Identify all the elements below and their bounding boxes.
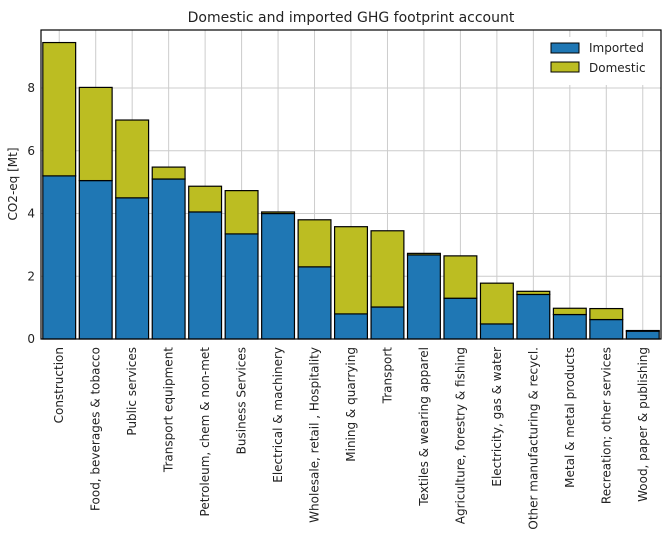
x-tick-label: Other manufacturing & recycl. bbox=[526, 347, 540, 530]
x-tick-label: Transport equipment bbox=[162, 347, 176, 473]
x-tick-label: Electrical & machinery bbox=[271, 347, 285, 483]
bar-imported bbox=[188, 211, 223, 340]
y-axis-ticks: 0 2 4 6 8 bbox=[27, 81, 35, 346]
legend-swatch-domestic bbox=[550, 61, 580, 73]
bar-imported bbox=[443, 297, 478, 340]
bar-domestic bbox=[297, 219, 332, 268]
bar-imported bbox=[589, 318, 624, 340]
x-tick-label: Metal & metal products bbox=[563, 347, 577, 488]
bar-imported bbox=[78, 179, 113, 340]
bar-domestic bbox=[78, 86, 113, 182]
bar-imported bbox=[333, 313, 369, 340]
y-tick-label: 6 bbox=[27, 144, 35, 158]
x-tick-label: Electricity, gas & water bbox=[490, 347, 504, 487]
x-tick-label: Transport bbox=[380, 347, 394, 405]
bar-domestic bbox=[115, 119, 150, 199]
x-tick-label: Business Services bbox=[235, 347, 249, 454]
x-tick-label: Wholesale, retail , Hospitality bbox=[308, 347, 322, 523]
bar-domestic bbox=[479, 282, 514, 325]
x-tick-label: Public services bbox=[125, 347, 139, 436]
bar-domestic bbox=[516, 290, 551, 296]
y-tick-label: 2 bbox=[27, 269, 35, 283]
y-tick-label: 0 bbox=[27, 332, 35, 346]
bar-imported bbox=[151, 178, 186, 340]
bar-imported bbox=[552, 313, 587, 340]
bar-domestic bbox=[188, 185, 223, 213]
y-tick-label: 4 bbox=[27, 207, 35, 221]
x-tick-label: Wood, paper & publishing bbox=[636, 347, 650, 502]
legend-label-imported: Imported bbox=[589, 41, 644, 55]
x-tick-label: Food, beverages & tobacco bbox=[89, 347, 103, 511]
bar-imported bbox=[224, 233, 259, 340]
bar-imported bbox=[115, 197, 150, 340]
y-tick-label: 8 bbox=[27, 81, 35, 95]
legend-label-domestic: Domestic bbox=[589, 61, 646, 75]
bar-domestic bbox=[625, 329, 660, 332]
y-axis-label: CO2-eq [Mt] bbox=[6, 147, 20, 220]
bar-domestic bbox=[406, 252, 441, 256]
bar-imported bbox=[370, 306, 405, 340]
legend-swatch-imported bbox=[550, 42, 580, 54]
bar-imported bbox=[42, 175, 77, 340]
legend: Imported Domestic bbox=[534, 37, 652, 85]
x-tick-label: Recreation; other services bbox=[599, 347, 613, 504]
bar-domestic bbox=[552, 307, 587, 316]
bar-domestic bbox=[370, 230, 405, 308]
bar-imported bbox=[516, 293, 551, 340]
bar-domestic bbox=[42, 41, 77, 177]
plot-frame bbox=[40, 29, 662, 340]
bar-domestic bbox=[589, 307, 624, 321]
bar-imported bbox=[479, 323, 514, 340]
bar-imported bbox=[261, 212, 296, 340]
bar-domestic bbox=[443, 255, 478, 299]
bar-domestic bbox=[333, 226, 369, 315]
bar-imported bbox=[406, 254, 441, 340]
bar-domestic bbox=[261, 211, 296, 215]
chart-title: Domestic and imported GHG footprint acco… bbox=[188, 10, 515, 26]
x-tick-label: Petroleum, chem & non-met bbox=[198, 347, 212, 517]
bar-domestic bbox=[224, 190, 259, 235]
x-axis-ticks: Construction Food, beverages & tobacco Pub… bbox=[52, 347, 650, 530]
bar-domestic bbox=[151, 166, 186, 180]
x-tick-label: Mining & quarrying bbox=[344, 347, 358, 462]
bar-imported bbox=[625, 330, 660, 340]
x-tick-label: Agriculture, forestry & fishing bbox=[453, 347, 467, 524]
bar-imported bbox=[297, 266, 332, 340]
x-tick-label: Construction bbox=[52, 347, 66, 423]
x-tick-label: Textiles & wearing apparel bbox=[417, 347, 431, 507]
bars bbox=[42, 41, 660, 340]
